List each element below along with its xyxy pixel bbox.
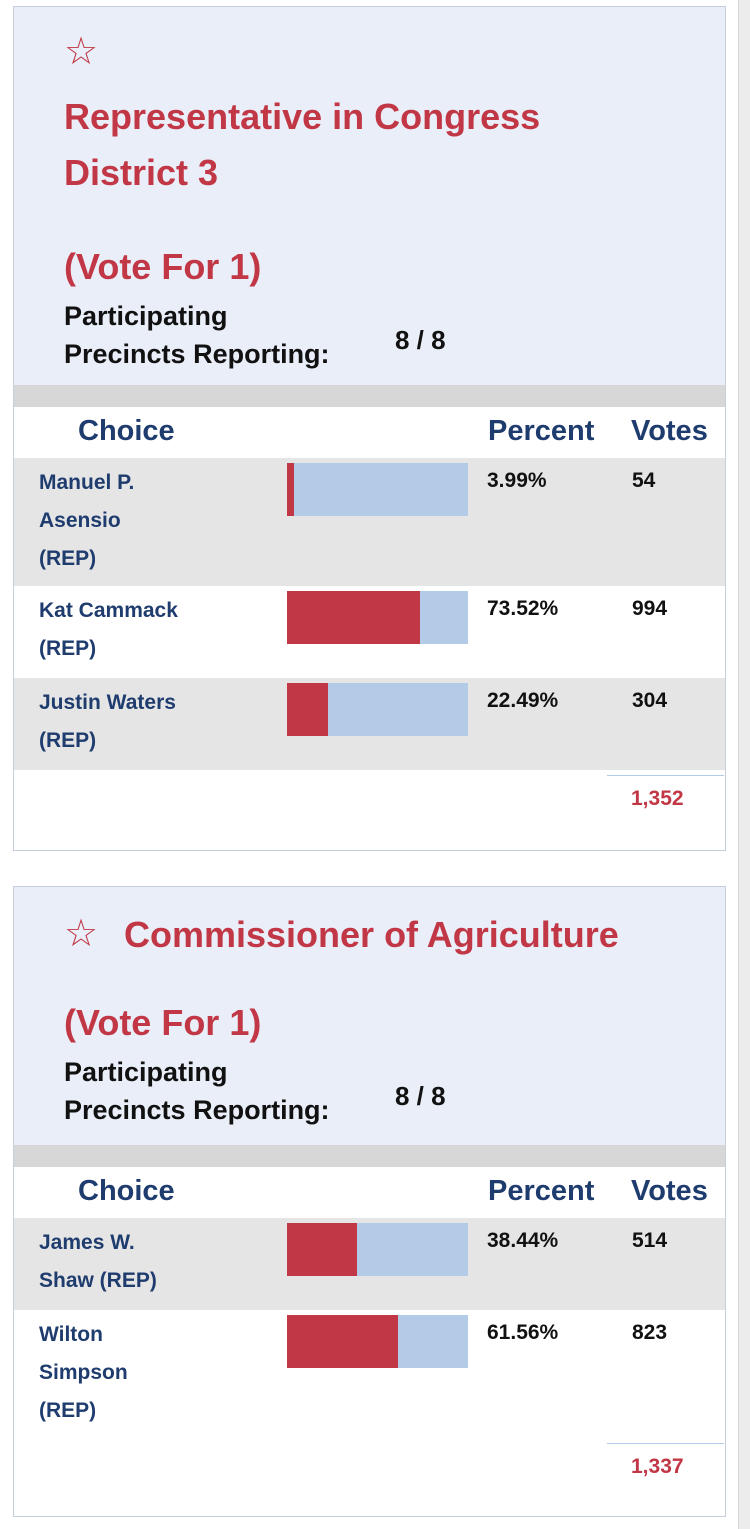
total-row: 1,352: [14, 770, 725, 850]
header-votes: Votes: [631, 415, 708, 447]
vote-share-bar: [287, 463, 468, 516]
race-header: ☆ Commissioner of Agriculture (Vote For …: [14, 887, 725, 1145]
header-percent: Percent: [488, 415, 595, 447]
candidate-percent: 38.44%: [487, 1229, 559, 1252]
vote-share-fill: [287, 1223, 357, 1276]
race-card-commissioner-agriculture: ☆ Commissioner of Agriculture (Vote For …: [13, 886, 726, 1517]
star-outline-icon[interactable]: ☆: [64, 913, 99, 955]
candidate-name-line: (REP): [39, 729, 97, 752]
column-headers: Choice Percent Votes: [14, 1167, 725, 1218]
candidate-name: Manuel P. Asensio (REP): [39, 464, 269, 578]
vote-share-fill: [287, 463, 295, 516]
candidate-name-line: James W.: [39, 1231, 135, 1254]
race-title-line: Representative in Congress: [64, 96, 541, 137]
star-outline-icon[interactable]: ☆: [64, 31, 99, 73]
precincts-label: Participating Precincts Reporting:: [64, 297, 330, 373]
candidate-name-line: (REP): [39, 547, 97, 570]
precincts-value: 8 / 8: [395, 1081, 446, 1111]
candidate-votes: 304: [632, 689, 668, 712]
precincts-label-line: Precincts Reporting:: [64, 339, 330, 369]
header-choice: Choice: [78, 1175, 175, 1207]
candidate-row: Justin Waters (REP) 22.49% 304: [14, 678, 725, 770]
section-divider: [14, 385, 725, 407]
race-title: Commissioner of Agriculture: [124, 907, 619, 963]
race-card-congress-district-3: ☆ Representative in Congress District 3 …: [13, 6, 726, 851]
candidate-percent: 73.52%: [487, 597, 559, 620]
vote-share-bar: [287, 683, 468, 736]
candidate-name-line: Wilton: [39, 1323, 103, 1346]
race-header: ☆ Representative in Congress District 3 …: [14, 7, 725, 385]
race-title-line: Commissioner of Agriculture: [124, 914, 619, 955]
precincts-label-line: Participating: [64, 301, 228, 331]
candidate-name-line: (REP): [39, 1399, 97, 1422]
header-votes: Votes: [631, 1175, 708, 1207]
candidate-name-line: Simpson: [39, 1361, 128, 1384]
candidate-percent: 22.49%: [487, 689, 559, 712]
total-row: 1,337: [14, 1438, 725, 1516]
candidate-name: James W. Shaw (REP): [39, 1224, 269, 1300]
total-separator: [607, 1443, 724, 1444]
scrollbar[interactable]: [738, 0, 750, 1529]
candidate-votes: 994: [632, 597, 668, 620]
candidate-votes: 823: [632, 1321, 668, 1344]
vote-share-fill: [287, 683, 328, 736]
total-votes: 1,352: [631, 787, 684, 810]
candidate-row: James W. Shaw (REP) 38.44% 514: [14, 1218, 725, 1310]
candidate-name: Justin Waters (REP): [39, 684, 269, 760]
section-divider: [14, 1145, 725, 1167]
vote-for-label: (Vote For 1): [64, 246, 262, 287]
total-votes: 1,337: [631, 1455, 684, 1478]
candidate-votes: 514: [632, 1229, 668, 1252]
vote-for-label: (Vote For 1): [64, 1002, 262, 1043]
candidate-name-line: Kat Cammack: [39, 599, 178, 622]
vote-share-bar: [287, 1315, 468, 1368]
precincts-value: 8 / 8: [395, 325, 446, 355]
vote-share-bar: [287, 591, 468, 644]
candidate-row: Manuel P. Asensio (REP) 3.99% 54: [14, 458, 725, 586]
column-headers: Choice Percent Votes: [14, 407, 725, 458]
candidate-name-line: Asensio: [39, 509, 121, 532]
candidate-name-line: (REP): [39, 637, 97, 660]
header-percent: Percent: [488, 1175, 595, 1207]
candidate-name: Kat Cammack (REP): [39, 592, 269, 668]
candidate-name-line: Justin Waters: [39, 691, 176, 714]
candidate-votes: 54: [632, 469, 656, 492]
candidate-name-line: Shaw (REP): [39, 1269, 157, 1292]
header-choice: Choice: [78, 415, 175, 447]
candidate-row: Wilton Simpson (REP) 61.56% 823: [14, 1310, 725, 1438]
vote-share-bar: [287, 1223, 468, 1276]
candidate-percent: 61.56%: [487, 1321, 559, 1344]
vote-share-fill: [287, 1315, 399, 1368]
race-title-line: District 3: [64, 152, 219, 193]
candidate-name-line: Manuel P.: [39, 471, 135, 494]
race-title: Representative in Congress District 3: [64, 89, 540, 201]
vote-share-fill: [287, 591, 421, 644]
candidate-name: Wilton Simpson (REP): [39, 1316, 269, 1430]
precincts-label-line: Participating: [64, 1057, 228, 1087]
candidate-row: Kat Cammack (REP) 73.52% 994: [14, 586, 725, 678]
candidate-percent: 3.99%: [487, 469, 547, 492]
precincts-label: Participating Precincts Reporting:: [64, 1053, 330, 1129]
total-separator: [607, 775, 724, 776]
precincts-label-line: Precincts Reporting:: [64, 1095, 330, 1125]
